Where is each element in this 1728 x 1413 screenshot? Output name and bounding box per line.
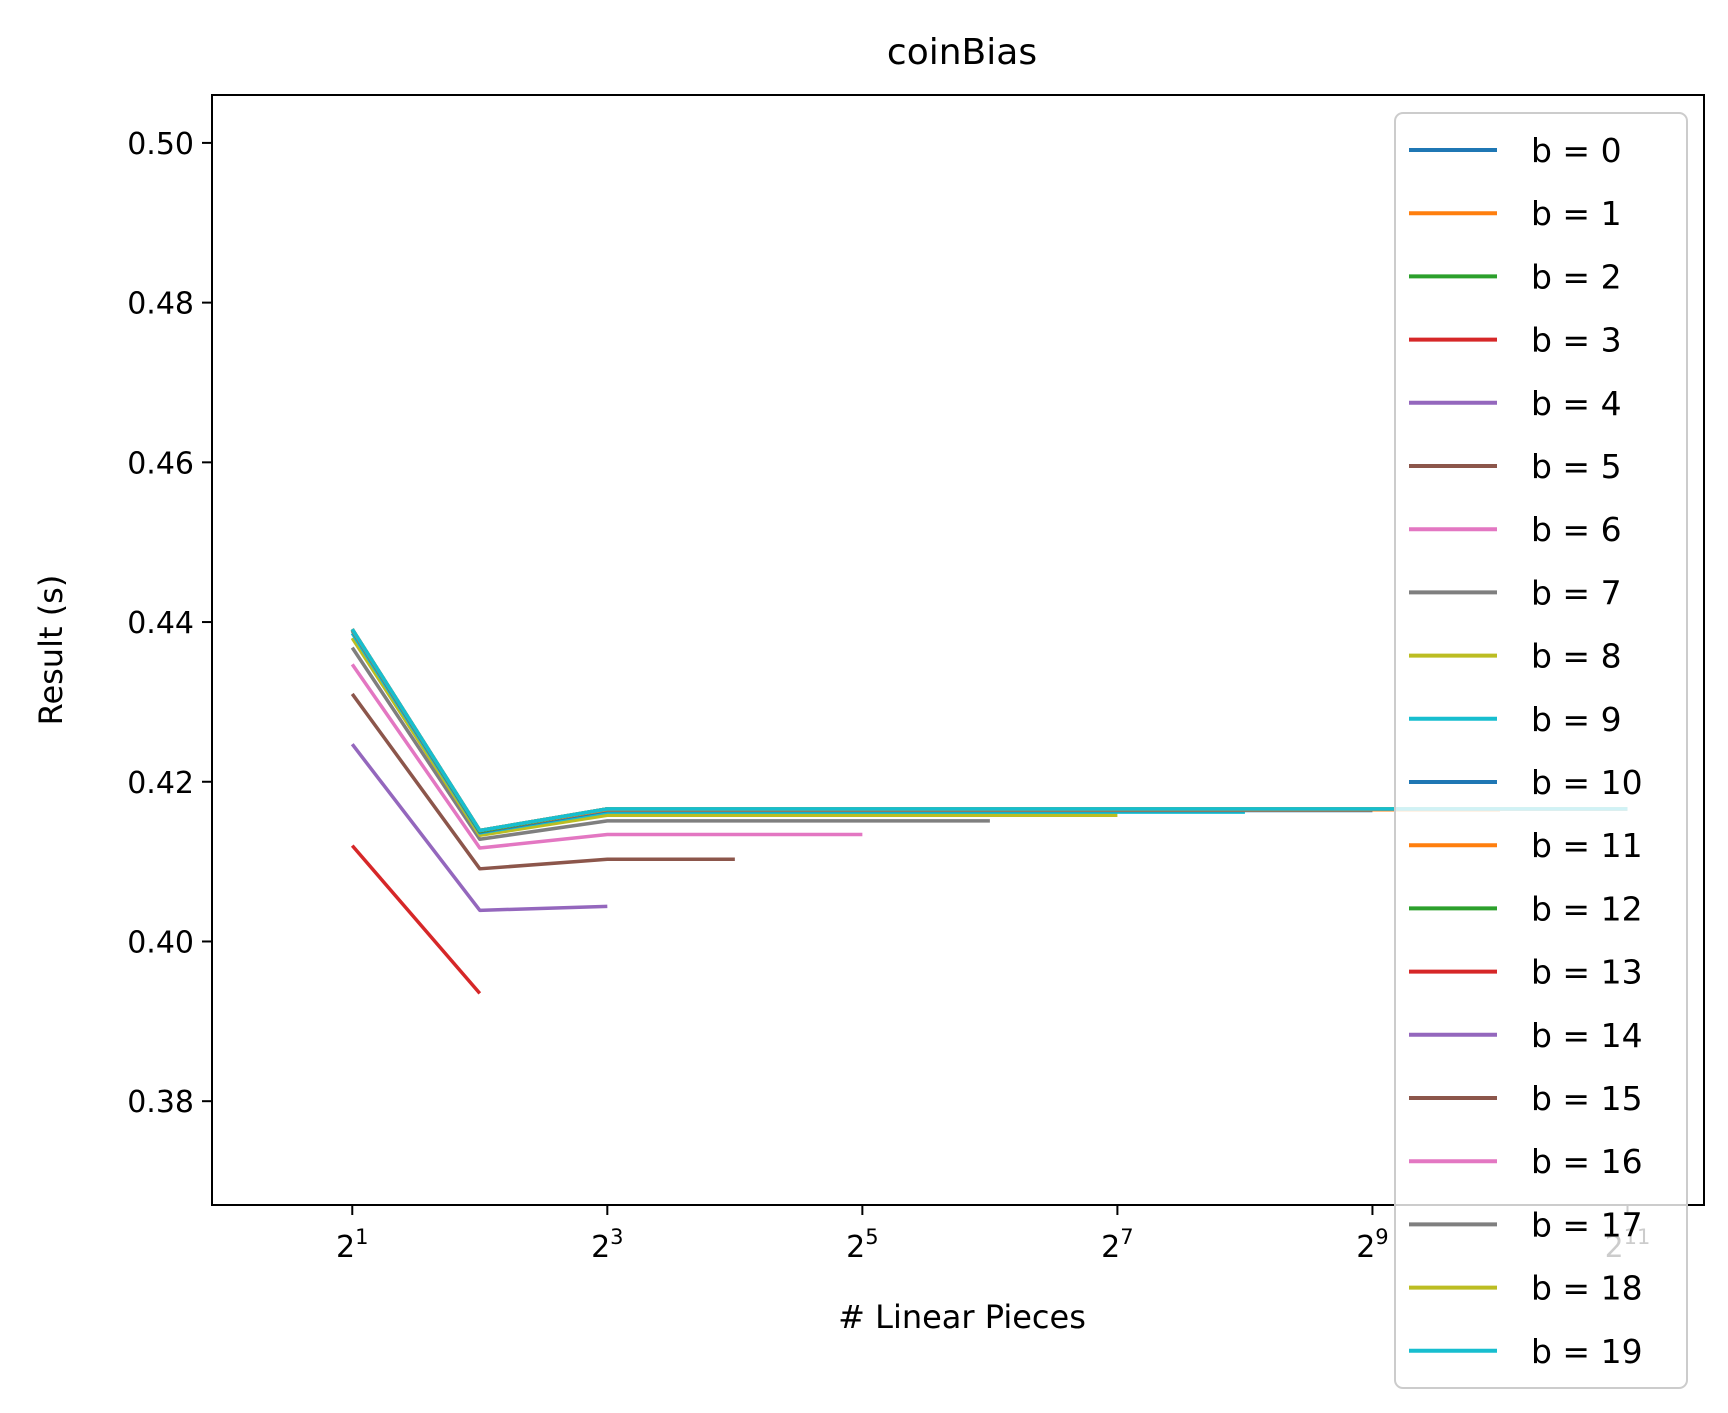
y-axis: 0.38 0.40 0.42 0.44 0.46 0.48 0.50 <box>127 127 212 1120</box>
x-tick-label: 27 <box>1101 1225 1133 1265</box>
series-line-b5 <box>350 692 735 871</box>
plot-frame <box>211 94 1705 1206</box>
legend-label: b = 5 <box>1531 447 1622 486</box>
legend-label: b = 2 <box>1531 257 1622 296</box>
series-line-b8 <box>350 637 1118 838</box>
x-axis-label: # Linear Pieces <box>838 1298 1086 1336</box>
legend-label: b = 15 <box>1531 1079 1643 1118</box>
y-tick-label: 0.40 <box>127 925 194 960</box>
legend-label: b = 7 <box>1531 573 1622 612</box>
x-tick-label: 23 <box>591 1225 623 1265</box>
legend-label: b = 12 <box>1531 889 1643 928</box>
x-tick-label: 25 <box>846 1225 878 1265</box>
series-line-b3 <box>350 844 482 995</box>
y-tick-label: 0.46 <box>127 446 194 481</box>
legend-label: b = 4 <box>1531 384 1622 423</box>
y-tick-label: 0.42 <box>127 766 194 801</box>
legend-label: b = 17 <box>1531 1205 1643 1244</box>
legend-label: b = 3 <box>1531 321 1622 360</box>
legend-label: b = 13 <box>1531 953 1643 992</box>
legend-label: b = 9 <box>1531 700 1622 739</box>
chart-title: coinBias <box>887 32 1037 73</box>
legend-label: b = 1 <box>1531 194 1622 233</box>
legend-label: b = 16 <box>1531 1142 1643 1181</box>
y-axis-label: Result (s) <box>32 575 70 726</box>
series-line-b7 <box>350 646 990 842</box>
y-tick-label: 0.38 <box>127 1085 194 1120</box>
series-line-b6 <box>350 663 863 850</box>
legend-label: b = 19 <box>1531 1332 1643 1371</box>
legend-label: b = 10 <box>1531 763 1643 802</box>
y-tick-label: 0.50 <box>127 127 194 162</box>
legend-label: b = 18 <box>1531 1269 1643 1308</box>
series-line-b4 <box>350 743 608 913</box>
legend-label: b = 14 <box>1531 1016 1643 1055</box>
x-tick-label: 29 <box>1356 1225 1388 1265</box>
y-tick-label: 0.48 <box>127 287 194 322</box>
legend-label: b = 11 <box>1531 826 1643 865</box>
legend: b = 0 b = 1 b = 2 b = 3 b = 4 b = 5 b = 6 b = 7… <box>1394 112 1688 1389</box>
x-tick-label: 21 <box>336 1225 368 1265</box>
legend-label: b = 6 <box>1531 510 1622 549</box>
y-tick-label: 0.44 <box>127 606 194 641</box>
legend-box <box>1394 112 1688 1389</box>
legend-label: b = 0 <box>1531 131 1622 170</box>
legend-label: b = 8 <box>1531 637 1622 676</box>
